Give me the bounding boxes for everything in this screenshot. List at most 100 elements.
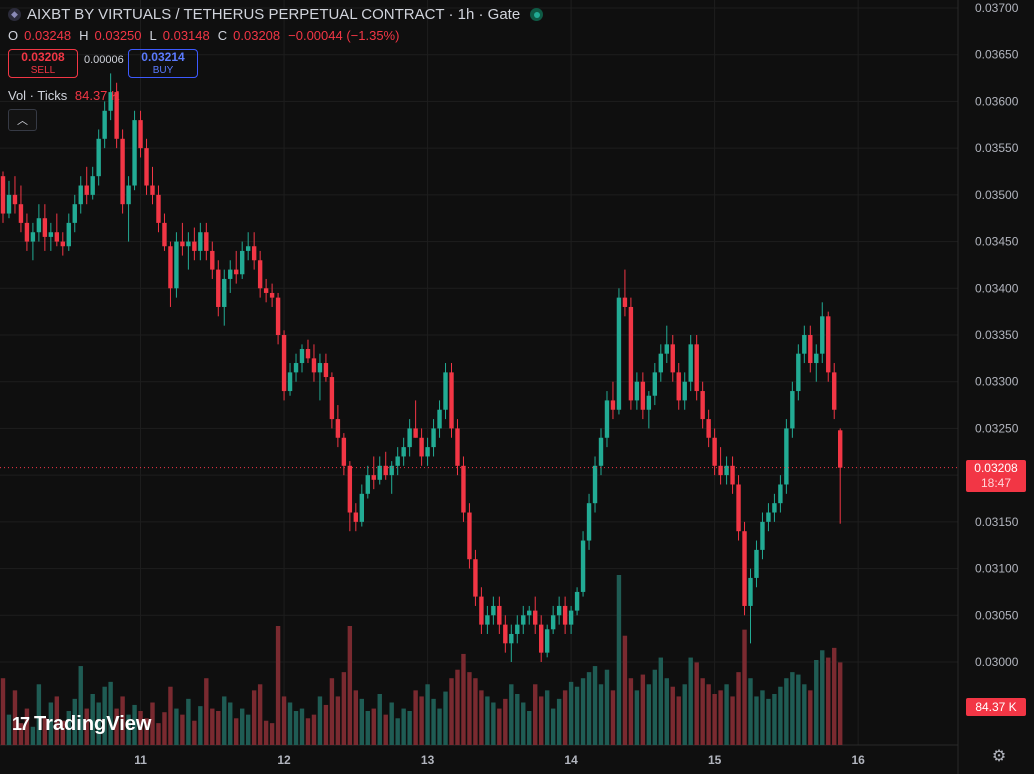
candle-body (467, 512, 472, 560)
candle-body (395, 456, 400, 466)
y-tick-label: 0.03350 (975, 328, 1019, 342)
tradingview-logo[interactable]: 17 TradingView (12, 713, 151, 736)
volume-bar (311, 714, 317, 745)
candle-body (323, 363, 329, 378)
candle-body (730, 465, 735, 485)
candle-body (814, 353, 819, 364)
volume-bar (646, 684, 652, 745)
y-tick-label: 0.03650 (975, 48, 1019, 62)
volume-bar (240, 708, 245, 745)
candle-body (682, 381, 687, 401)
candle-body (180, 241, 185, 247)
volume-bar (186, 698, 191, 745)
buy-label: BUY (152, 64, 174, 76)
volume-bar (78, 666, 83, 745)
candle-body (341, 437, 347, 466)
change-value: −0.00044 (−1.35%) (288, 28, 400, 43)
candle-body (580, 540, 586, 592)
volume-legend[interactable]: Vol · Ticks 84.37 K (8, 88, 543, 103)
volume-bar (814, 660, 819, 745)
volume-bar (162, 712, 167, 745)
candle-body (281, 335, 287, 392)
volume-bar (263, 720, 269, 745)
volume-bar (413, 690, 418, 745)
bar-countdown: 18:47 (980, 476, 1012, 490)
volume-bar (371, 708, 376, 745)
candle-body (706, 419, 711, 438)
buy-button[interactable]: 0.03214 BUY (128, 49, 198, 78)
volume-bar (550, 708, 556, 745)
volume-bar (784, 678, 789, 745)
volume-bar (66, 711, 71, 745)
tradingview-logo-icon: 17 (12, 714, 30, 734)
volume-bar (156, 723, 161, 745)
candle-body (688, 344, 693, 382)
candle-body (796, 353, 801, 392)
candle-body (503, 624, 508, 644)
candle-body (150, 185, 155, 195)
volume-bar (108, 681, 113, 745)
candle-body (245, 246, 251, 251)
volume-bar (228, 702, 233, 745)
volume-bar (580, 678, 586, 745)
candle-body (586, 503, 592, 541)
candle-body (12, 194, 18, 205)
candle-body (305, 349, 311, 359)
volume-bar (610, 690, 616, 745)
candle-body (425, 447, 430, 457)
volume-bar (150, 702, 155, 745)
candle-body (784, 428, 789, 485)
volume-value-tag: 84.37 K (966, 698, 1026, 716)
volume-bar (449, 678, 454, 745)
x-tick-label: 11 (134, 753, 147, 767)
volume-bar (724, 684, 729, 745)
volume-bar (754, 696, 759, 745)
gear-icon[interactable]: ⚙ (991, 748, 1007, 765)
brand-name: TradingView (34, 713, 152, 735)
candle-body (311, 358, 317, 373)
volume-bar (515, 694, 520, 745)
volume-bar (688, 657, 693, 745)
volume-bar (616, 575, 622, 745)
volume-bar (60, 720, 65, 745)
candle-body (539, 624, 544, 653)
volume-bar (796, 674, 801, 745)
candle-body (144, 148, 149, 186)
volume-bar (251, 690, 257, 745)
candle-body (544, 629, 550, 653)
candle-body (712, 437, 717, 466)
candle-body (66, 222, 71, 247)
market-status-icon[interactable] (530, 8, 544, 21)
volume-bar (497, 708, 502, 745)
volume-bar (437, 708, 442, 745)
volume-bar (706, 684, 711, 745)
candle-body (42, 218, 48, 237)
volume-bar (544, 690, 550, 745)
candle-body (766, 512, 771, 522)
candle-body (275, 297, 281, 335)
volume-bar (473, 678, 478, 745)
candle-body (0, 176, 6, 214)
candle-body (24, 222, 30, 242)
candle-body (556, 605, 562, 616)
volume-bar (521, 702, 526, 745)
volume-bar (790, 672, 795, 745)
candle-body (251, 246, 257, 261)
candle-body (186, 241, 191, 247)
collapse-legend-button[interactable]: ︿ (8, 109, 37, 131)
sell-button[interactable]: 0.03208 SELL (8, 49, 78, 78)
volume-bar (114, 708, 119, 745)
candle-body (820, 316, 825, 354)
volume-bar (359, 698, 364, 745)
candle-body (102, 110, 107, 139)
candle-body (646, 395, 652, 410)
volume-bar (401, 708, 406, 745)
symbol-title[interactable]: AIXBT BY VIRTUALS / TETHERUS PERPETUAL C… (27, 6, 521, 23)
candle-body (413, 428, 418, 438)
volume-bar (30, 726, 36, 745)
candle-body (383, 465, 388, 476)
volume-bar (533, 684, 538, 745)
volume-bar (12, 690, 18, 745)
